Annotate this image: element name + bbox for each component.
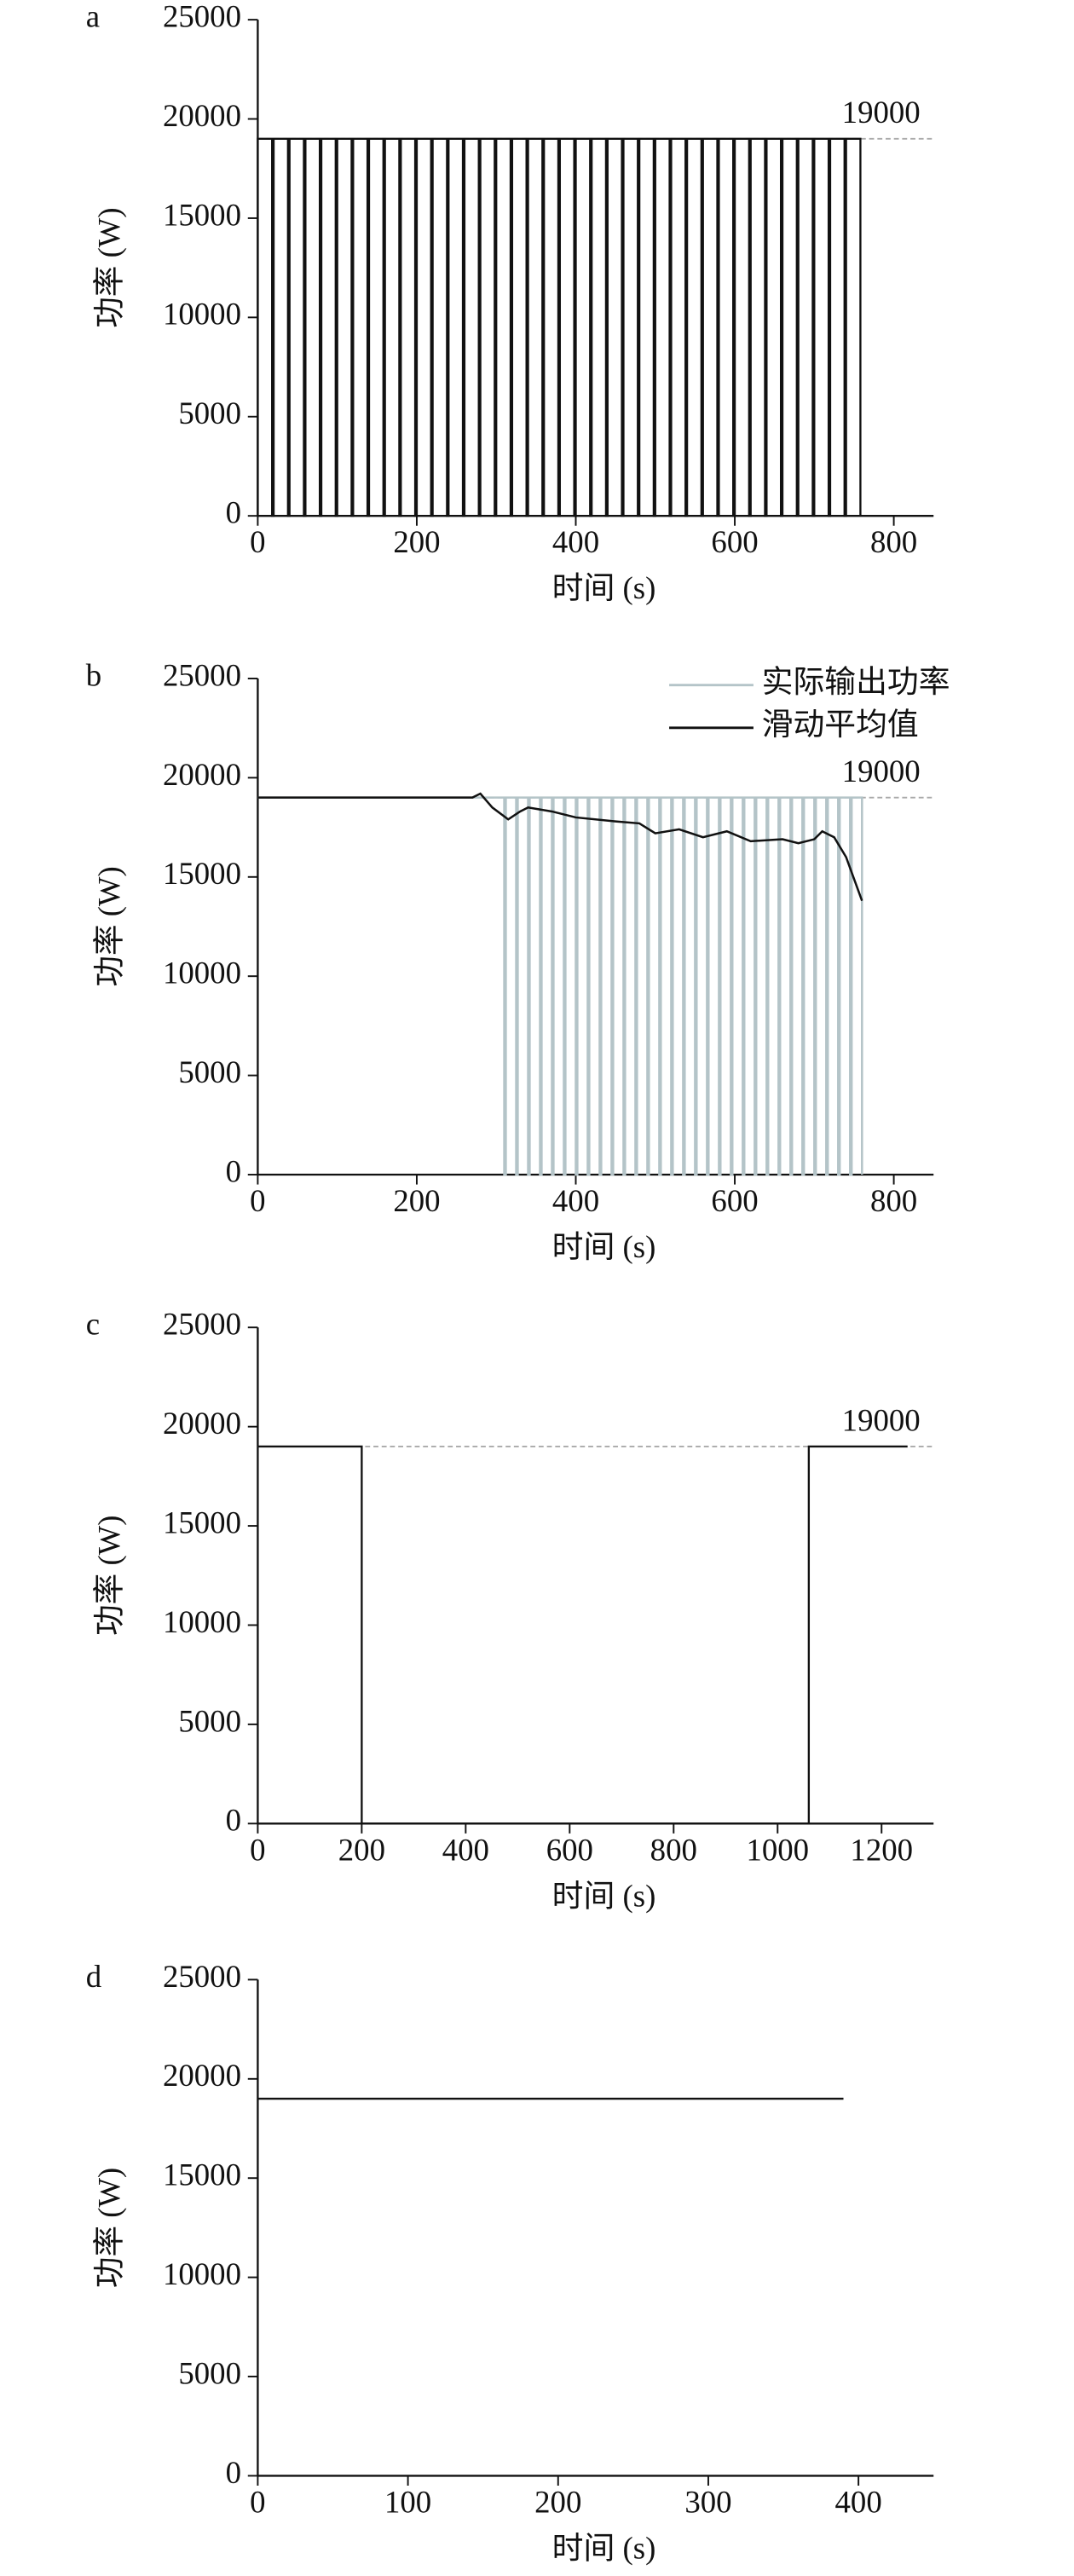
x-tick-label: 200 (393, 1183, 440, 1218)
y-tick-label: 0 (226, 1803, 241, 1838)
y-tick-label: 5000 (178, 396, 241, 430)
x-tick-label: 600 (711, 524, 758, 559)
x-tick-label: 400 (442, 1832, 489, 1867)
y-tick-label: 20000 (163, 757, 241, 792)
x-axis-label: 时间 (s) (552, 1878, 656, 1913)
x-tick-label: 200 (393, 524, 440, 559)
panel-label: d (86, 1959, 101, 1994)
x-tick-label: 0 (250, 2485, 265, 2520)
y-tick-label: 5000 (178, 1703, 241, 1738)
x-tick-label: 0 (250, 1183, 265, 1218)
y-tick-label: 25000 (163, 657, 241, 692)
y-tick-label: 20000 (163, 1406, 241, 1441)
y-tick-label: 25000 (163, 1959, 241, 1994)
y-tick-label: 5000 (178, 2356, 241, 2391)
x-tick-label: 600 (711, 1183, 758, 1218)
data-line (257, 1445, 908, 1825)
x-tick-label: 1200 (850, 1832, 913, 1867)
x-tick-label: 200 (534, 2485, 581, 2520)
y-tick-label: 10000 (163, 1604, 241, 1639)
y-tick-label: 20000 (163, 2058, 241, 2093)
y-axis-label: 功率 (W) (91, 207, 126, 327)
y-tick-label: 5000 (178, 1054, 241, 1089)
y-tick-label: 15000 (163, 856, 241, 891)
y-axis-label: 功率 (W) (91, 2168, 126, 2288)
x-tick-label: 800 (870, 524, 917, 559)
x-tick-label: 400 (552, 524, 599, 559)
reference-label: 19000 (842, 1402, 921, 1437)
y-tick-label: 0 (226, 2455, 241, 2490)
x-axis-label: 时间 (s) (552, 570, 656, 605)
reference-label: 19000 (842, 95, 921, 130)
y-tick-label: 25000 (163, 0, 241, 34)
x-tick-label: 400 (552, 1183, 599, 1218)
data-line (257, 137, 862, 517)
reference-label: 19000 (842, 754, 921, 788)
x-axis-label: 时间 (s) (552, 2531, 656, 2566)
y-tick-label: 0 (226, 1154, 241, 1189)
y-tick-label: 15000 (163, 1505, 241, 1540)
y-tick-label: 10000 (163, 2256, 241, 2291)
x-tick-label: 300 (684, 2485, 731, 2520)
y-tick-label: 10000 (163, 956, 241, 991)
data-line (257, 792, 863, 902)
panel-label: c (86, 1307, 100, 1342)
y-axis-label: 功率 (W) (91, 866, 126, 986)
x-tick-label: 1000 (746, 1832, 809, 1867)
x-tick-label: 200 (338, 1832, 385, 1867)
x-tick-label: 0 (250, 1832, 265, 1867)
y-tick-label: 20000 (163, 98, 241, 133)
legend-label: 实际输出功率 (762, 664, 950, 699)
x-tick-label: 600 (546, 1832, 593, 1867)
y-axis-label: 功率 (W) (91, 1516, 126, 1636)
y-tick-label: 0 (226, 495, 241, 530)
y-tick-label: 15000 (163, 2157, 241, 2192)
x-tick-label: 0 (250, 524, 265, 559)
y-tick-label: 25000 (163, 1307, 241, 1342)
x-tick-label: 100 (384, 2485, 431, 2520)
x-tick-label: 400 (835, 2485, 882, 2520)
y-tick-label: 15000 (163, 197, 241, 232)
data-line (257, 796, 863, 1176)
x-tick-label: 800 (870, 1183, 917, 1218)
panel-label: a (86, 0, 100, 34)
panel-label: b (86, 657, 101, 692)
legend-label: 滑动平均值 (762, 707, 919, 742)
y-tick-label: 10000 (163, 297, 241, 332)
x-axis-label: 时间 (s) (552, 1229, 656, 1264)
x-tick-label: 800 (650, 1832, 697, 1867)
